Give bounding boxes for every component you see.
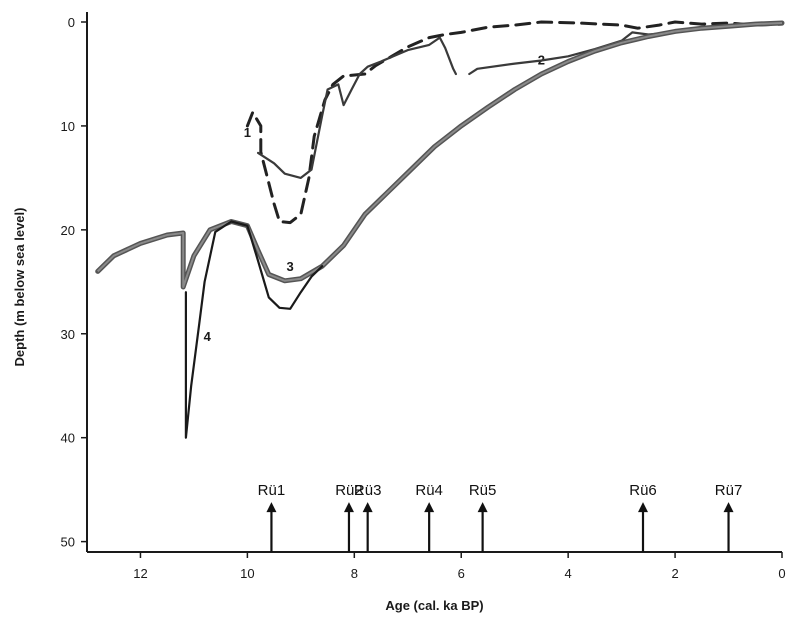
marker-arrowhead (638, 502, 648, 513)
x-tick-label: 10 (240, 566, 254, 581)
y-tick-label: 20 (61, 223, 75, 238)
y-tick-label: 30 (61, 327, 75, 342)
x-axis-title: Age (cal. ka BP) (385, 598, 483, 613)
x-tick-label: 2 (671, 566, 678, 581)
marker-label: Rü7 (715, 482, 743, 499)
marker-label: Rü5 (469, 482, 497, 499)
marker-arrowhead (343, 502, 354, 513)
marker-label: Rü3 (354, 482, 382, 499)
marker-label: Rü6 (629, 482, 657, 499)
marker-arrowhead (477, 502, 488, 513)
x-tick-label: 0 (778, 566, 785, 581)
series-line-highlight (97, 22, 783, 288)
series-line-2-1 (257, 36, 457, 179)
y-tick-label: 50 (61, 535, 75, 550)
marker-arrowhead (362, 502, 373, 513)
marker-label: Rü1 (258, 482, 286, 499)
marker-arrowhead (723, 502, 734, 513)
series-label: 1 (244, 125, 251, 140)
x-tick-label: 8 (351, 566, 358, 581)
marker-label: Rü2 (335, 482, 363, 499)
series-label: 4 (204, 329, 212, 344)
y-axis-title: Depth (m below sea level) (12, 208, 27, 367)
x-tick-label: 4 (565, 566, 572, 581)
y-tick-label: 0 (68, 15, 75, 30)
y-tick-label: 10 (61, 119, 75, 134)
marker-arrowhead (424, 502, 435, 513)
x-tick-label: 12 (133, 566, 147, 581)
marker-label: Rü4 (415, 482, 443, 499)
x-tick-label: 6 (458, 566, 465, 581)
series-label: 3 (287, 259, 294, 274)
series-line-1-0 (245, 20, 784, 225)
series-line-2-2 (468, 21, 784, 76)
y-tick-label: 40 (61, 431, 75, 446)
series-line-4-4 (184, 220, 324, 439)
series-line-3-3 (95, 20, 785, 290)
marker-arrowhead (266, 502, 277, 513)
